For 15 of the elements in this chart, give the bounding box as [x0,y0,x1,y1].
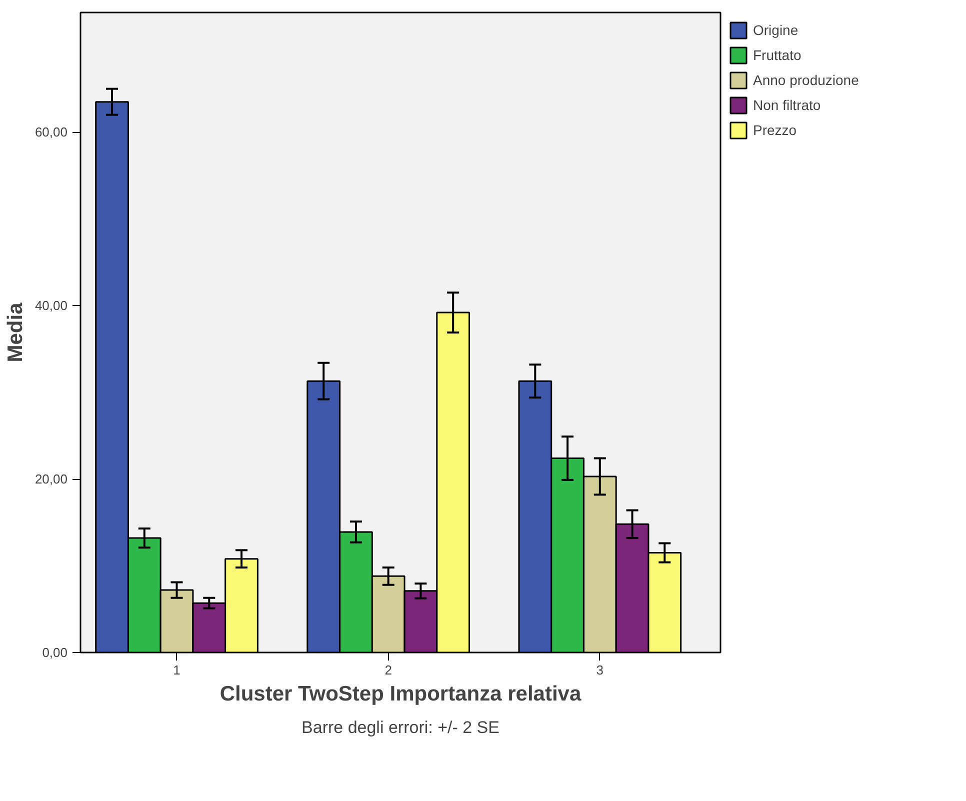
x-tick-label: 2 [384,662,392,678]
y-tick-label: 0,00 [42,645,68,660]
text: Barre degli errori: +/- 2 SE [302,718,500,737]
legend-label: Fruttato [753,47,802,63]
legend-label: Prezzo [753,122,797,138]
y-tick-label: 60,00 [34,124,68,140]
y-axis-title: Media [4,302,27,362]
y-tick-label: 40,00 [34,298,68,314]
legend-label: Non filtrato [753,97,821,113]
legend-label: Origine [753,22,798,38]
x-tick-label: 3 [596,662,604,678]
x-axis-title: Cluster TwoStep Importanza relativa [220,682,582,706]
legend-label: Anno produzione [753,72,859,88]
x-tick-label: 1 [173,662,180,678]
y-tick-label: 20,00 [34,472,68,487]
